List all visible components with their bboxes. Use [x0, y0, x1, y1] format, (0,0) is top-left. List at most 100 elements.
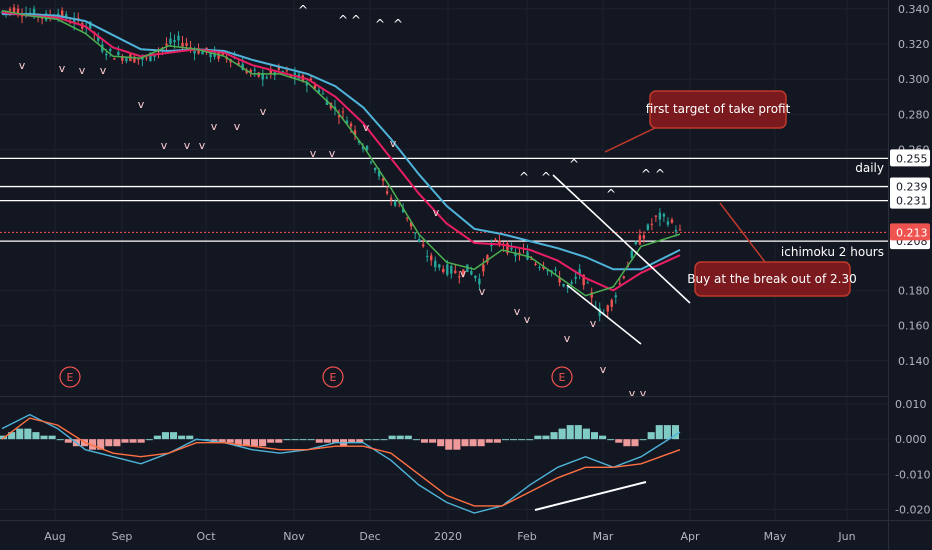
earnings-marker	[322, 366, 344, 388]
macd-histogram-bar	[542, 435, 550, 440]
candle-body	[277, 66, 280, 70]
price-tick-label: 0.320	[898, 38, 930, 51]
candle-body	[526, 251, 529, 260]
macd-histogram-bar	[412, 439, 420, 441]
candle-body	[181, 42, 184, 47]
candle-body	[538, 267, 541, 269]
fractal-down-marker: v	[433, 206, 440, 219]
candle-body	[586, 282, 589, 284]
take-profit-callout-text: first target of take profit	[646, 102, 791, 116]
candle-body	[678, 229, 682, 231]
candle-body	[309, 78, 313, 81]
fractal-up-marker: ^	[393, 17, 403, 31]
candle-body	[574, 276, 577, 279]
current-price-label: 0.213	[896, 226, 928, 239]
candle-body	[622, 276, 625, 279]
channel-upper-line	[552, 174, 691, 304]
candle-body	[253, 69, 256, 71]
macd-histogram-bar	[226, 439, 234, 443]
fractal-down-marker: v	[590, 317, 597, 330]
macd-histogram-bar	[275, 439, 283, 443]
x-tick-label: Mar	[593, 530, 614, 543]
macd-histogram-bar	[599, 435, 607, 440]
fractal-down-marker: v	[390, 137, 397, 150]
candle-body	[494, 239, 497, 241]
candle-body	[662, 213, 666, 217]
fractal-up-marker: ^	[641, 167, 651, 181]
buy-breakout-callout-text: Buy at the break out of 2.30	[687, 272, 857, 286]
level-price-tag	[890, 191, 930, 209]
macd-histogram-bar	[647, 432, 655, 440]
earnings-marker	[59, 366, 81, 388]
candle-body	[554, 269, 557, 271]
price-tick-label: 0.280	[898, 108, 930, 121]
fractal-down-marker: v	[199, 139, 206, 152]
x-tick-label: Jun	[837, 530, 855, 543]
candle-body	[546, 270, 549, 272]
candle-body	[89, 21, 92, 29]
macd-histogram-bar	[299, 439, 307, 441]
fractal-down-marker: v	[363, 121, 370, 134]
candle-body	[430, 255, 433, 261]
earnings-marker-label: E	[330, 371, 337, 384]
candle-body	[337, 115, 341, 118]
price-tick-label: 0.300	[898, 73, 930, 86]
candle-body	[245, 70, 248, 73]
fractal-down-marker: v	[234, 120, 241, 133]
candle-body	[450, 266, 453, 274]
x-tick-label: Oct	[196, 530, 216, 543]
macd-histogram-bar	[429, 439, 437, 443]
candle-body	[221, 51, 224, 56]
candle-body	[133, 56, 136, 63]
macd-histogram-bar	[8, 432, 16, 440]
candle-body	[197, 48, 200, 54]
candle-body	[582, 274, 585, 286]
fractal-down-marker: v	[161, 139, 168, 152]
candle-body	[285, 70, 289, 72]
earnings-marker	[551, 366, 573, 388]
candle-body	[145, 57, 148, 59]
ma-green-line	[1, 9, 681, 297]
candle-body	[454, 270, 457, 274]
macd-histogram-bar	[607, 439, 615, 441]
macd-histogram-bar	[510, 439, 518, 441]
candle-body	[365, 145, 369, 151]
candle-body	[606, 305, 609, 312]
candle-body	[514, 252, 517, 257]
macd-histogram-bar	[291, 439, 299, 441]
macd-histogram-bar	[348, 439, 356, 443]
macd-histogram-bar	[113, 439, 121, 447]
divergence-line	[534, 481, 647, 511]
macd-histogram-bar	[534, 435, 542, 440]
macd-histogram-bar	[364, 439, 372, 441]
candle-body	[409, 222, 413, 227]
macd-histogram-bar	[153, 435, 161, 440]
macd-histogram-bar	[48, 435, 56, 440]
price-tick-label: 0.180	[898, 284, 930, 297]
macd-histogram-bar	[445, 439, 453, 450]
candle-body	[40, 17, 44, 19]
candle-body	[157, 51, 160, 53]
fractal-down-marker: v	[479, 285, 486, 298]
candle-body	[542, 266, 545, 269]
candle-body	[418, 238, 421, 242]
macd-histogram-bar	[437, 439, 445, 447]
macd-histogram-bar	[518, 439, 526, 441]
candle-body	[265, 77, 268, 79]
macd-histogram-bar	[234, 439, 242, 447]
macd-histogram-bar	[129, 439, 137, 443]
candle-body	[0, 11, 4, 13]
candle-body	[60, 10, 64, 18]
macd-histogram-bar	[356, 439, 364, 443]
ma-blue-line	[2, 13, 681, 271]
candle-body	[413, 232, 417, 234]
candle-body	[646, 224, 650, 230]
candle-body	[193, 50, 196, 54]
fractal-up-marker: ^	[298, 3, 308, 17]
fractal-up-marker: ^	[338, 13, 348, 27]
x-tick-label: 2020	[434, 530, 462, 543]
macd-histogram-bar	[315, 439, 323, 443]
macd-histogram-bar	[590, 432, 599, 440]
candle-body	[462, 269, 465, 277]
